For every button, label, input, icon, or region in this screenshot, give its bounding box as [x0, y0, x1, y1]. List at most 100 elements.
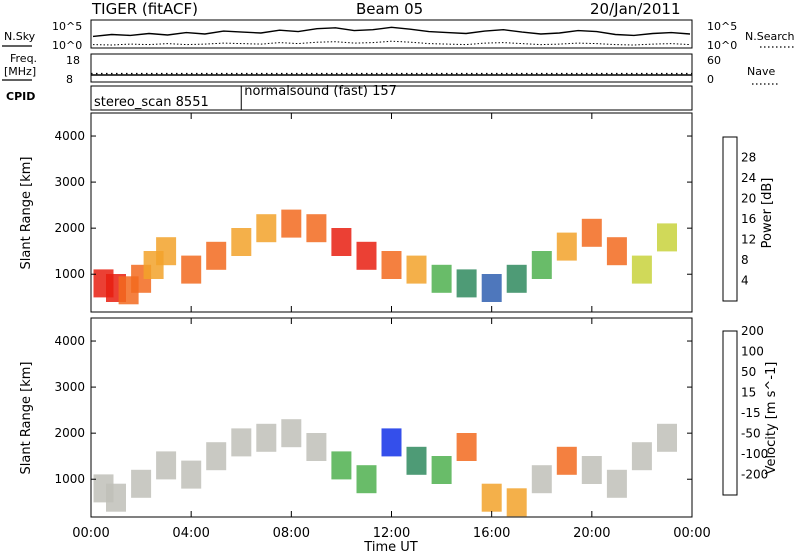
cpid-segment-2: normalsound (fast) 157: [244, 84, 397, 99]
power-panel: Slant Range [km] 1000 2000 3000 4000 4 8 12 16…: [19, 112, 775, 313]
y-tick-label: 3000: [54, 380, 85, 394]
power-panel-frame: [90, 112, 693, 313]
panel-power-data-cell: [306, 214, 327, 243]
y-tick-label: 4000: [54, 334, 85, 348]
panel-velocity-data-cell: [281, 419, 302, 448]
panel-power-data-cell: [331, 228, 352, 256]
y-tick-label: 2000: [54, 221, 85, 235]
colorbar-tick-label: 200: [741, 324, 764, 338]
panel-power-data-cell: [606, 237, 627, 266]
velocity-colorbar-label: Velocity [m s^-1]: [764, 362, 779, 475]
date-label: 20/Jan/2011: [590, 0, 681, 18]
colorbar-tick-label: 15: [741, 386, 756, 400]
panel-power-data-cell: [256, 214, 277, 243]
power-y-axis-label: Slant Range [km]: [19, 157, 34, 270]
colorbar-tick-label: 50: [741, 365, 756, 379]
panel-power-data-cell: [181, 255, 202, 284]
colorbar-tick-label: 28: [741, 151, 756, 165]
y-tick-label: 3000: [54, 175, 85, 189]
plot-title: TIGER (fitACF): [91, 0, 198, 18]
panel-power-data-cell: [381, 251, 402, 279]
colorbar-frame: [722, 136, 738, 302]
frequency-panel: Freq. [MHz] 18 8 60 0 Nave: [2, 52, 778, 86]
panel-velocity-data-cell: [231, 428, 252, 457]
panel-velocity-data-cell: [206, 442, 227, 471]
velocity-panel-frame: [90, 317, 693, 518]
y-tick-label: 2000: [54, 426, 85, 440]
panel-power-data-cell: [431, 264, 452, 293]
y-tick-label: 1000: [54, 472, 85, 486]
x-tick-label: 08:00: [273, 526, 310, 541]
frequency-panel-frame: [90, 53, 693, 83]
panel-velocity-data-cell: [531, 465, 552, 494]
colorbar-tick-label: 16: [741, 212, 756, 226]
beam-label: Beam 05: [356, 0, 423, 18]
panel-velocity-data-cell: [181, 460, 202, 489]
power-colorbar-label: Power [dB]: [760, 178, 775, 249]
colorbar-frame: [722, 330, 738, 496]
power-colorbar: 4 8 12 16 20 24 28: [722, 136, 756, 302]
velocity-data-cells: [93, 419, 677, 517]
noise-left-label: N.Sky: [4, 30, 36, 43]
panel-velocity-data-cell: [657, 423, 677, 452]
panel-velocity-data-cell: [506, 488, 527, 517]
panel-velocity-data-cell: [606, 469, 627, 498]
panel-power-data-cell: [231, 228, 252, 256]
power-data-cells: [93, 209, 677, 305]
x-tick-label: 16:00: [473, 526, 510, 541]
velocity-colorbar: -200 -100 -50 -15 15 50 100 200: [722, 324, 768, 496]
panel-velocity-data-cell: [406, 446, 427, 475]
x-tick-label: 00:00: [673, 526, 710, 541]
panel-power-data-cell: [556, 232, 577, 261]
x-tick-label: 00:00: [72, 526, 109, 541]
panel-velocity-data-cell: [381, 428, 402, 457]
panel-velocity-data-cell: [156, 451, 177, 480]
panel-velocity-data-cell: [556, 446, 577, 475]
colorbar-tick-label: 4: [741, 274, 749, 288]
colorbar-tick-label: -15: [741, 406, 761, 420]
panel-power-data-cell: [631, 255, 652, 284]
x-tick-label: 20:00: [573, 526, 610, 541]
freq-tick-top-left: 18: [66, 54, 80, 67]
noise-tick-bottom-right: 10^0: [707, 39, 737, 52]
panel-power-data-cell: [481, 274, 502, 302]
time-axis-ticks: 00:00 04:00 08:00 12:00 16:00 20:00 00:00: [72, 113, 711, 541]
colorbar-tick-label: -50: [741, 427, 761, 441]
colorbar-tick-label: 24: [741, 171, 756, 185]
noise-panel: N.Sky 10^5 10^0 10^5 10^0 N.Search: [2, 19, 796, 52]
time-axis-label: Time UT: [363, 540, 417, 554]
panel-velocity-data-cell: [306, 433, 327, 461]
panel-velocity-data-cell: [356, 465, 377, 494]
colorbar-tick-label: 12: [741, 233, 756, 247]
panel-power-data-cell: [581, 218, 602, 247]
freq-right-label: Nave: [747, 65, 775, 78]
panel-velocity-data-cell: [131, 469, 152, 498]
panel-velocity-data-cell: [331, 451, 352, 480]
noise-search-series: [92, 40, 691, 46]
colorbar-tick-label: -100: [741, 447, 768, 461]
power-y-ticks: 1000 2000 3000 4000: [54, 129, 692, 281]
freq-left-unit: [MHz]: [4, 65, 36, 78]
panel-velocity-data-cell: [481, 483, 502, 512]
panel-velocity-data-cell: [431, 456, 452, 484]
noise-panel-frame: [90, 19, 693, 49]
noise-right-label: N.Search: [745, 30, 795, 43]
panel-velocity-data-cell: [631, 442, 652, 471]
freq-tick-top-right: 60: [707, 54, 721, 67]
panel-power-data-cell: [356, 241, 377, 270]
panel-power-data-cell: [206, 241, 227, 270]
panel-power-data-cell: [456, 269, 477, 298]
y-tick-label: 4000: [54, 129, 85, 143]
colorbar-tick-label: 8: [741, 253, 749, 267]
panel-power-data-cell: [506, 264, 527, 293]
cpid-segment-1: stereo_scan 8551: [94, 95, 209, 110]
freq-tick-bottom-right: 0: [707, 73, 714, 86]
noise-tick-top-right: 10^5: [707, 20, 737, 33]
noise-tick-top-left: 10^5: [52, 20, 82, 33]
velocity-panel: Slant Range [km] 1000 2000 3000 4000 -200 -1…: [19, 317, 779, 518]
cpid-label: CPID: [6, 90, 35, 103]
panel-velocity-data-cell: [581, 456, 602, 484]
x-tick-label: 12:00: [373, 526, 410, 541]
noise-sky-series: [92, 26, 691, 38]
